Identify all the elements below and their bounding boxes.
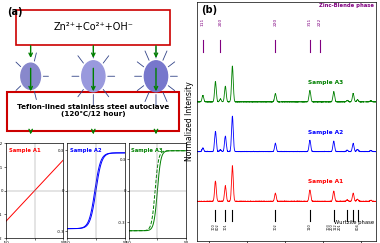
Text: 004: 004 [356,223,359,230]
Text: 102: 102 [273,223,277,230]
Text: 111: 111 [201,18,205,26]
Text: (a): (a) [7,7,23,17]
Text: 311: 311 [307,18,312,26]
FancyBboxPatch shape [16,9,170,45]
Circle shape [82,61,105,92]
Text: 110: 110 [308,223,312,230]
Text: Zn²⁺+Co²⁺+OH⁻: Zn²⁺+Co²⁺+OH⁻ [53,22,133,32]
Text: 200: 200 [218,18,222,26]
FancyBboxPatch shape [7,92,179,131]
Text: Sample A3: Sample A3 [308,80,343,85]
Y-axis label: Normalized Intensity: Normalized Intensity [185,82,195,161]
Text: Sample A1: Sample A1 [9,148,40,153]
Text: Sample A1: Sample A1 [308,179,343,184]
Text: 103
200
112
201: 103 200 112 201 [326,223,341,230]
Text: 222: 222 [318,18,322,26]
Text: Sample A2: Sample A2 [308,130,343,135]
Text: 100
002: 100 002 [212,223,219,230]
Text: 220: 220 [273,18,277,26]
Text: Sample A3: Sample A3 [131,148,163,153]
Text: Sample A2: Sample A2 [70,148,101,153]
Text: Wurtzite phase: Wurtzite phase [334,219,374,225]
Text: Zinc-Blende phase: Zinc-Blende phase [319,3,374,8]
Circle shape [21,63,41,89]
Circle shape [144,61,168,92]
Text: (b): (b) [201,5,217,15]
Text: Teflon-lined stainless steel autoclave
(120℃/12 hour): Teflon-lined stainless steel autoclave (… [17,104,169,117]
Text: 101: 101 [223,223,227,230]
